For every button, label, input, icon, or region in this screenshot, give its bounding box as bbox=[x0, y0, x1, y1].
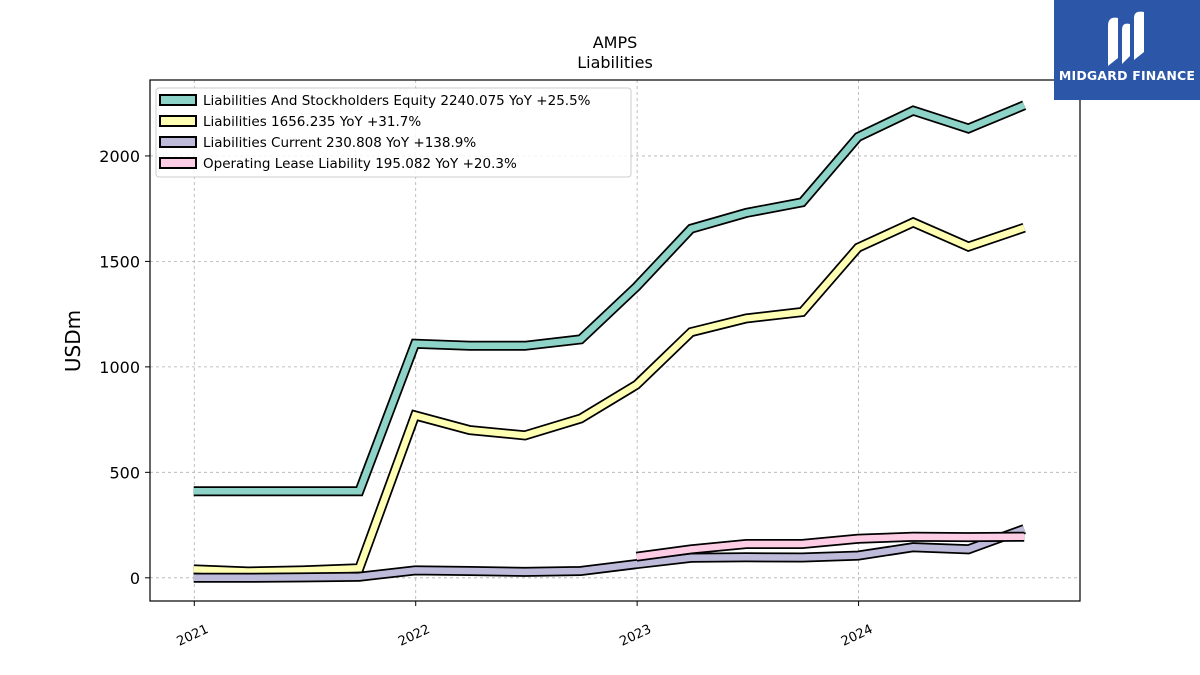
x-tick-label: 2022 bbox=[396, 622, 432, 650]
legend-swatch bbox=[159, 157, 197, 169]
y-tick-label: 1500 bbox=[99, 252, 140, 271]
y-axis: 0 500 1000 1500 2000 bbox=[99, 147, 150, 588]
y-tick-label: 0 bbox=[130, 569, 140, 588]
series-1 bbox=[193, 100, 1027, 497]
x-tick-label: 2021 bbox=[175, 622, 211, 650]
series-line bbox=[193, 526, 1026, 582]
legend-label: Liabilities 1656.235 YoY +31.7% bbox=[203, 114, 421, 130]
y-tick-label: 500 bbox=[109, 463, 140, 482]
series-line bbox=[636, 533, 1025, 560]
midgard-logo-icon bbox=[1108, 11, 1144, 66]
x-tick-label: 2023 bbox=[617, 622, 653, 650]
legend-box bbox=[155, 87, 632, 178]
y-tick-label: 2000 bbox=[99, 147, 140, 166]
legend: Liabilities And Stockholders Equity 2240… bbox=[155, 87, 632, 178]
x-tick-label: 2024 bbox=[839, 622, 875, 650]
series-line-outline bbox=[193, 216, 1026, 577]
plot-area-frame bbox=[149, 79, 1081, 602]
legend-swatch bbox=[159, 115, 197, 127]
series-line bbox=[193, 218, 1026, 575]
legend-label: Liabilities Current 230.808 YoY +138.9% bbox=[203, 135, 476, 151]
legend-swatch bbox=[159, 136, 197, 148]
series-line bbox=[193, 102, 1026, 495]
brand-name: MIDGARD FINANCE bbox=[1058, 68, 1196, 83]
legend-label: Liabilities And Stockholders Equity 2240… bbox=[203, 93, 591, 109]
y-tick-label: 1000 bbox=[99, 358, 140, 377]
series-lines bbox=[193, 100, 1027, 583]
chart-subtitle: Liabilities bbox=[577, 53, 653, 72]
series-4 bbox=[635, 531, 1025, 562]
series-2 bbox=[193, 216, 1026, 577]
x-axis: 2021 2022 2023 2024 bbox=[175, 601, 875, 650]
series-3 bbox=[193, 524, 1026, 583]
legend-swatch bbox=[159, 94, 197, 106]
brand-logo: MIDGARD FINANCE bbox=[1054, 0, 1200, 100]
y-axis-label: USDm bbox=[61, 310, 85, 372]
legend-label: Operating Lease Liability 195.082 YoY +2… bbox=[203, 156, 517, 172]
chart-title: AMPS bbox=[593, 33, 638, 52]
